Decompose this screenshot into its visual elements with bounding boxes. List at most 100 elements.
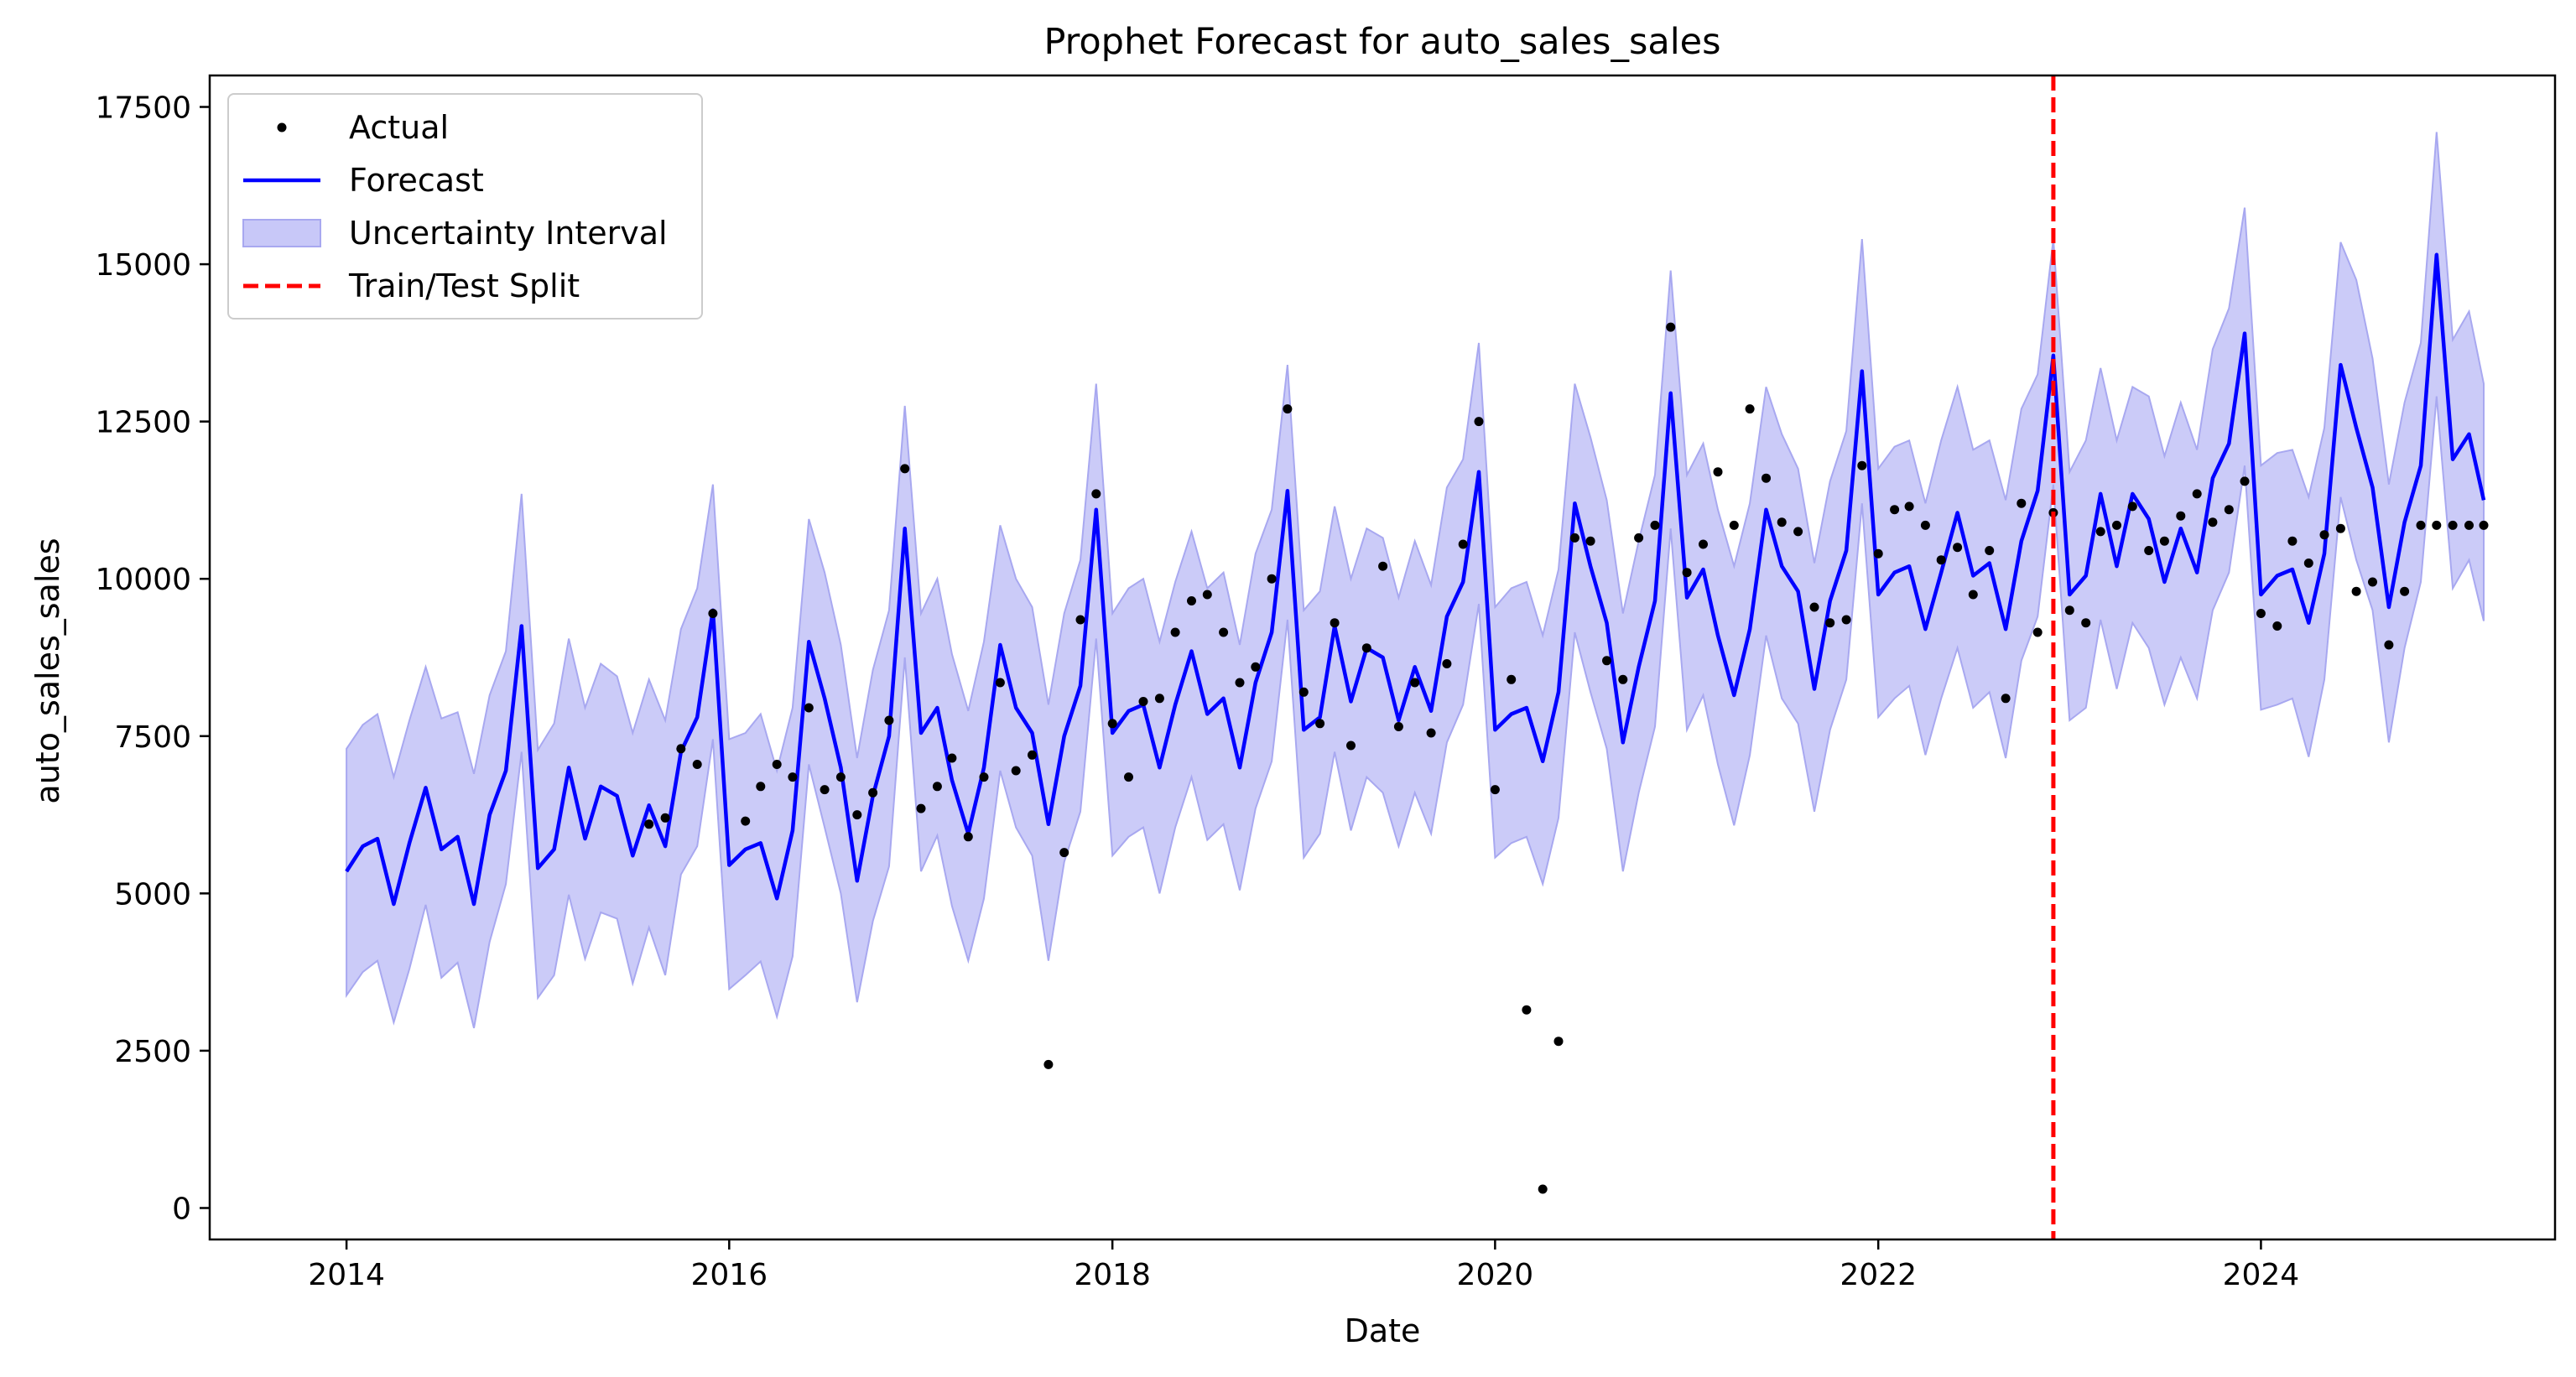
actual-point xyxy=(1569,533,1579,543)
actual-point xyxy=(820,785,830,795)
actual-point xyxy=(1235,678,1245,688)
actual-point xyxy=(1011,766,1021,776)
actual-point xyxy=(1968,590,1978,600)
actual-point xyxy=(1330,618,1340,628)
actual-point xyxy=(1202,590,1212,600)
legend-marker-actual xyxy=(277,122,287,133)
actual-point xyxy=(1315,719,1325,729)
actual-point xyxy=(1507,674,1517,684)
actual-point xyxy=(1267,574,1277,584)
actual-point xyxy=(2192,489,2202,499)
actual-point xyxy=(772,760,782,769)
actual-point xyxy=(2416,520,2426,530)
actual-point xyxy=(788,772,798,782)
x-tick-label: 2022 xyxy=(1840,1258,1917,1292)
actual-point xyxy=(852,810,862,820)
actual-point xyxy=(1410,678,1420,688)
actual-point xyxy=(2001,694,2011,704)
actual-point xyxy=(1442,659,1452,668)
actual-point xyxy=(979,772,989,782)
actual-point xyxy=(1713,467,1723,477)
actual-point xyxy=(1075,615,1085,625)
actual-point xyxy=(1825,618,1835,628)
actual-point xyxy=(756,782,766,792)
actual-point xyxy=(1762,473,1771,483)
actual-point xyxy=(1043,1059,1054,1069)
actual-point xyxy=(1124,772,1133,782)
actual-point xyxy=(2240,476,2250,486)
actual-point xyxy=(1904,501,1914,512)
chart-title: Prophet Forecast for auto_sales_sales xyxy=(1043,21,1720,63)
y-tick-label: 17500 xyxy=(95,91,191,126)
actual-point xyxy=(2144,546,2154,555)
actual-point xyxy=(2095,527,2105,537)
actual-point xyxy=(1920,520,1930,530)
actual-point xyxy=(2448,520,2458,530)
actual-point xyxy=(995,678,1005,688)
actual-point xyxy=(1059,848,1069,858)
actual-point xyxy=(1154,694,1164,704)
actual-point xyxy=(2112,520,2121,530)
actual-point xyxy=(1522,1005,1532,1015)
actual-point xyxy=(1490,785,1500,795)
legend-marker-uncertainty xyxy=(242,219,321,247)
actual-point xyxy=(676,744,686,754)
actual-point xyxy=(963,832,973,842)
legend-label: Train/Test Split xyxy=(348,268,580,304)
plot-frame xyxy=(208,74,2557,1241)
actual-point xyxy=(2081,618,2091,628)
actual-point xyxy=(2303,559,2313,568)
actual-point xyxy=(2464,520,2474,530)
plot-area xyxy=(345,75,2489,1239)
actual-point xyxy=(916,803,926,813)
actual-point xyxy=(884,715,894,725)
actual-point xyxy=(1170,627,1180,637)
actual-point xyxy=(1283,404,1293,414)
actual-point xyxy=(1873,548,1883,559)
x-tick-label: 2016 xyxy=(691,1258,768,1292)
actual-point xyxy=(804,703,814,713)
x-tick-label: 2014 xyxy=(308,1258,385,1292)
actual-point xyxy=(1936,555,1946,565)
actual-point xyxy=(2017,498,2027,508)
actual-point xyxy=(2032,627,2043,637)
actual-point xyxy=(692,760,702,769)
actual-point xyxy=(1091,489,1101,499)
actual-point xyxy=(1602,656,1611,666)
actual-point xyxy=(2319,530,2329,540)
actual-point xyxy=(708,609,718,618)
actual-point xyxy=(1985,546,1995,555)
actual-point xyxy=(1729,520,1739,530)
legend-frame xyxy=(227,93,703,320)
actual-point xyxy=(2159,536,2169,546)
actual-point xyxy=(1745,404,1755,414)
y-axis-label: auto_sales_sales xyxy=(29,538,66,803)
actual-point xyxy=(1346,740,1356,751)
actual-point xyxy=(660,813,670,823)
actual-point xyxy=(1699,539,1708,549)
axes: 2014 2016 2018 2020 2022 2024 0 2500 5000 7500 100… xyxy=(95,74,2557,1292)
actual-point xyxy=(1298,687,1309,697)
actual-point xyxy=(2400,586,2410,596)
x-tick-label: 2020 xyxy=(1457,1258,1534,1292)
actual-point xyxy=(1361,643,1371,653)
actual-point xyxy=(1618,674,1628,684)
actual-point xyxy=(1251,662,1261,672)
actual-point xyxy=(644,819,654,829)
actual-point xyxy=(2384,640,2394,650)
uncertainty-band xyxy=(346,132,2485,1029)
y-tick-label: 15000 xyxy=(95,248,191,283)
actual-point xyxy=(2256,609,2266,618)
y-tick-label: 12500 xyxy=(95,406,191,440)
y-tick-label: 2500 xyxy=(114,1035,191,1069)
legend-label: Uncertainty Interval xyxy=(349,215,668,252)
actual-point xyxy=(1585,536,1595,546)
x-axis-label: Date xyxy=(1345,1312,1421,1349)
actual-point xyxy=(1682,568,1692,578)
x-tick-label: 2024 xyxy=(2223,1258,2300,1292)
actual-point xyxy=(1458,539,1468,549)
actual-point xyxy=(2272,621,2282,631)
actual-point xyxy=(2224,505,2234,515)
actual-point xyxy=(1793,527,1803,537)
